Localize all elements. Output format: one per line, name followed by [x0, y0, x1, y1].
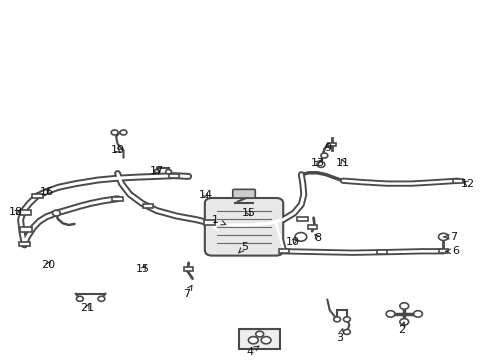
Text: 20: 20 — [41, 260, 55, 270]
Circle shape — [76, 296, 83, 301]
Circle shape — [400, 319, 409, 325]
Bar — [32, 194, 43, 198]
Bar — [20, 210, 31, 215]
Text: 14: 14 — [199, 190, 213, 200]
Bar — [328, 143, 336, 146]
Circle shape — [248, 337, 258, 344]
Text: 7: 7 — [444, 232, 457, 242]
Text: 3: 3 — [337, 329, 343, 343]
Circle shape — [98, 296, 105, 301]
Circle shape — [386, 311, 395, 317]
Bar — [184, 267, 193, 271]
Circle shape — [321, 153, 328, 158]
FancyBboxPatch shape — [205, 198, 283, 256]
Bar — [308, 225, 317, 229]
Circle shape — [111, 130, 118, 135]
Bar — [19, 242, 30, 246]
Circle shape — [154, 170, 160, 174]
Text: 18: 18 — [9, 207, 23, 217]
FancyBboxPatch shape — [239, 329, 280, 349]
Text: 6: 6 — [446, 246, 459, 256]
Text: 15: 15 — [242, 208, 256, 218]
Circle shape — [343, 317, 350, 322]
Text: 17: 17 — [150, 166, 164, 176]
Text: 4: 4 — [246, 346, 259, 357]
Text: 7: 7 — [183, 285, 192, 300]
Text: 21: 21 — [80, 303, 94, 313]
Text: 11: 11 — [336, 158, 350, 168]
Bar — [297, 217, 308, 221]
Circle shape — [343, 329, 350, 334]
Text: 10: 10 — [286, 237, 300, 247]
Circle shape — [120, 130, 127, 135]
Text: 5: 5 — [239, 242, 248, 253]
Bar — [169, 174, 179, 178]
Text: 16: 16 — [40, 186, 53, 197]
Text: 13: 13 — [311, 158, 324, 168]
Circle shape — [52, 210, 60, 216]
Circle shape — [334, 317, 341, 322]
Text: 2: 2 — [398, 322, 405, 336]
Bar — [204, 220, 215, 225]
Bar — [20, 228, 32, 232]
Text: 8: 8 — [314, 233, 321, 243]
Circle shape — [166, 170, 171, 174]
Bar — [143, 204, 153, 208]
Text: 19: 19 — [111, 145, 124, 156]
Circle shape — [261, 337, 271, 344]
Bar — [279, 249, 289, 253]
Circle shape — [439, 233, 448, 240]
Text: 9: 9 — [324, 143, 331, 153]
Circle shape — [400, 303, 409, 309]
Circle shape — [317, 162, 325, 167]
Circle shape — [295, 233, 307, 241]
Circle shape — [256, 331, 264, 337]
Text: 15: 15 — [136, 264, 150, 274]
Bar — [377, 251, 387, 254]
Text: 1: 1 — [212, 215, 226, 225]
Circle shape — [414, 311, 422, 317]
Bar — [112, 197, 123, 201]
Text: 12: 12 — [461, 179, 475, 189]
Bar — [453, 179, 463, 183]
FancyBboxPatch shape — [233, 189, 255, 198]
Bar — [439, 249, 448, 253]
